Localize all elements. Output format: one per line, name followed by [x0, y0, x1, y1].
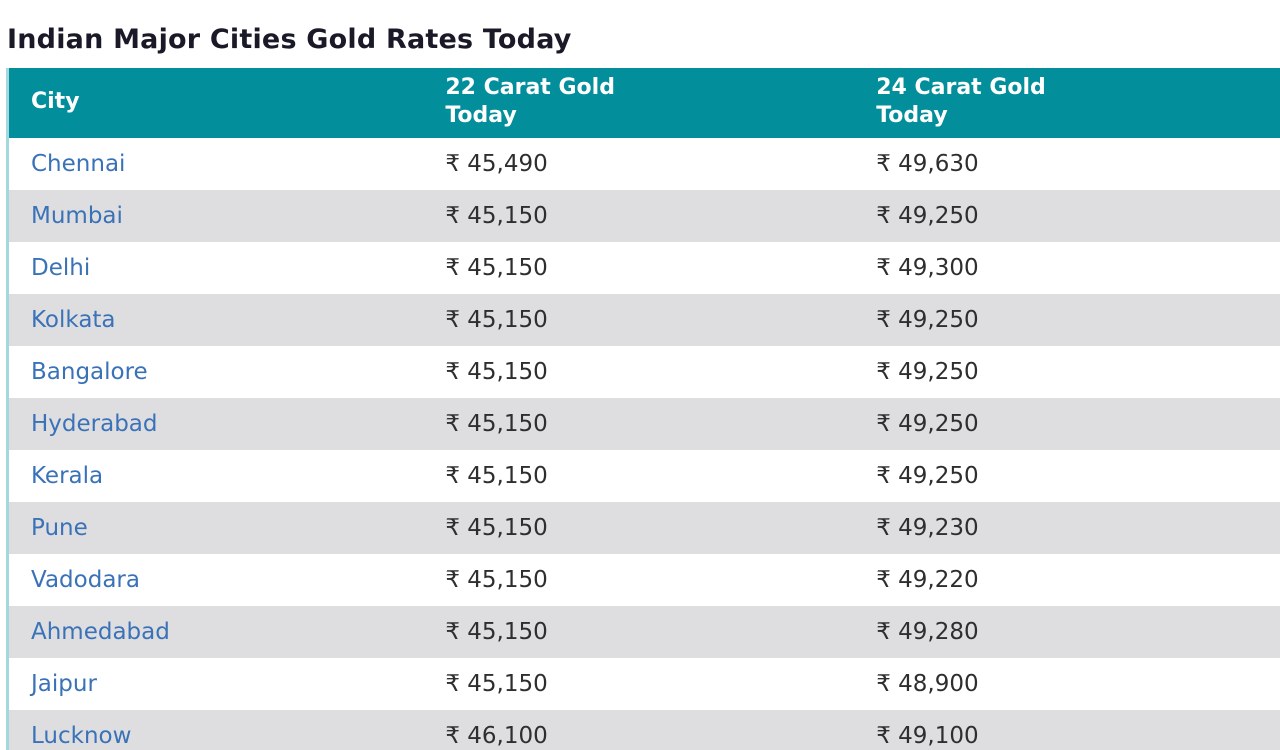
city-cell: Hyderabad: [9, 398, 424, 450]
carat22-value: ₹ 45,150: [423, 554, 855, 606]
carat24-value: ₹ 49,100: [854, 710, 1280, 750]
city-link[interactable]: Kerala: [31, 463, 104, 489]
city-cell: Mumbai: [9, 190, 424, 242]
carat22-value: ₹ 45,150: [423, 398, 855, 450]
city-link[interactable]: Kolkata: [31, 307, 116, 333]
carat22-value: ₹ 45,150: [423, 502, 855, 554]
carat22-value: ₹ 45,150: [423, 242, 855, 294]
carat22-value: ₹ 46,100: [423, 710, 855, 750]
city-cell: Jaipur: [9, 658, 424, 710]
city-cell: Bangalore: [9, 346, 424, 398]
city-link[interactable]: Jaipur: [31, 671, 97, 697]
table-row: Lucknow ₹ 46,100 ₹ 49,100: [9, 710, 1280, 750]
carat24-value: ₹ 49,250: [854, 450, 1280, 502]
carat24-value: ₹ 49,300: [854, 242, 1280, 294]
city-cell: Ahmedabad: [9, 606, 424, 658]
table-row: Ahmedabad ₹ 45,150 ₹ 49,280: [9, 606, 1280, 658]
table-row: Vadodara ₹ 45,150 ₹ 49,220: [9, 554, 1280, 606]
carat22-value: ₹ 45,150: [423, 658, 855, 710]
city-cell: Pune: [9, 502, 424, 554]
city-cell: Delhi: [9, 242, 424, 294]
table-header: City 22 Carat Gold Today 24 Carat Gold T…: [9, 68, 1280, 138]
gold-rates-table: City 22 Carat Gold Today 24 Carat Gold T…: [6, 68, 1280, 750]
city-link[interactable]: Lucknow: [31, 723, 132, 749]
carat24-value: ₹ 48,900: [854, 658, 1280, 710]
city-link[interactable]: Delhi: [31, 255, 91, 281]
carat22-value: ₹ 45,490: [423, 138, 855, 190]
city-link[interactable]: Vadodara: [31, 567, 140, 593]
gold-rates-table-body: Chennai ₹ 45,490 ₹ 49,630 Mumbai ₹ 45,15…: [9, 138, 1280, 750]
table-row: Hyderabad ₹ 45,150 ₹ 49,250: [9, 398, 1280, 450]
carat24-value: ₹ 49,250: [854, 190, 1280, 242]
carat24-value: ₹ 49,630: [854, 138, 1280, 190]
city-link[interactable]: Pune: [31, 515, 88, 541]
carat24-value: ₹ 49,280: [854, 606, 1280, 658]
carat24-value: ₹ 49,250: [854, 294, 1280, 346]
column-header-city: City: [9, 68, 424, 138]
table-row: Kolkata ₹ 45,150 ₹ 49,250: [9, 294, 1280, 346]
city-link[interactable]: Mumbai: [31, 203, 123, 229]
city-link[interactable]: Bangalore: [31, 359, 148, 385]
city-cell: Kerala: [9, 450, 424, 502]
table-row: Jaipur ₹ 45,150 ₹ 48,900: [9, 658, 1280, 710]
carat24-value: ₹ 49,250: [854, 346, 1280, 398]
column-header-22-carat: 22 Carat Gold Today: [423, 68, 855, 138]
table-row: Delhi ₹ 45,150 ₹ 49,300: [9, 242, 1280, 294]
table-row: Mumbai ₹ 45,150 ₹ 49,250: [9, 190, 1280, 242]
city-link[interactable]: Chennai: [31, 151, 126, 177]
table-row: Chennai ₹ 45,490 ₹ 49,630: [9, 138, 1280, 190]
page-title: Indian Major Cities Gold Rates Today: [7, 24, 572, 55]
carat22-value: ₹ 45,150: [423, 346, 855, 398]
table-row: Pune ₹ 45,150 ₹ 49,230: [9, 502, 1280, 554]
city-cell: Kolkata: [9, 294, 424, 346]
table-row: Bangalore ₹ 45,150 ₹ 49,250: [9, 346, 1280, 398]
carat22-value: ₹ 45,150: [423, 606, 855, 658]
city-cell: Chennai: [9, 138, 424, 190]
carat22-value: ₹ 45,150: [423, 450, 855, 502]
carat24-value: ₹ 49,230: [854, 502, 1280, 554]
city-cell: Lucknow: [9, 710, 424, 750]
column-header-24-carat: 24 Carat Gold Today: [854, 68, 1280, 138]
city-link[interactable]: Ahmedabad: [31, 619, 170, 645]
carat24-value: ₹ 49,220: [854, 554, 1280, 606]
table-row: Kerala ₹ 45,150 ₹ 49,250: [9, 450, 1280, 502]
city-link[interactable]: Hyderabad: [31, 411, 158, 437]
city-cell: Vadodara: [9, 554, 424, 606]
carat22-value: ₹ 45,150: [423, 190, 855, 242]
carat24-value: ₹ 49,250: [854, 398, 1280, 450]
carat22-value: ₹ 45,150: [423, 294, 855, 346]
